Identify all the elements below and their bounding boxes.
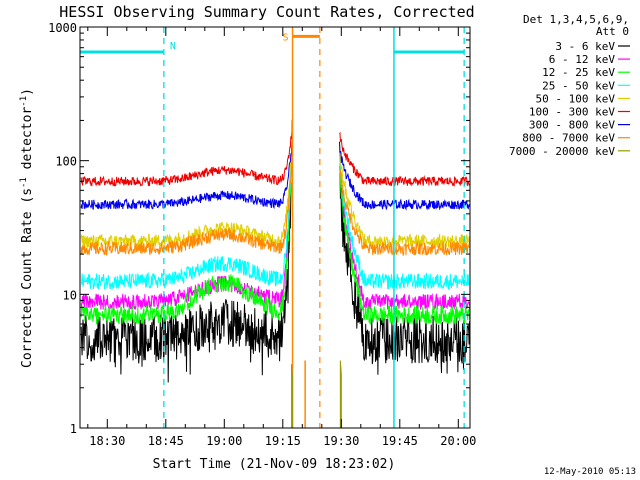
series-line (80, 149, 471, 257)
series-line (80, 136, 471, 325)
y-tick-label: 10 (63, 288, 77, 302)
plot-frame (79, 26, 471, 429)
chart-title: HESSI Observing Summary Count Rates, Cor… (59, 3, 474, 21)
legend-label: 3 - 6 keV (555, 40, 615, 53)
x-tick-label: 20:00 (440, 434, 476, 448)
x-tick-label: 19:00 (206, 434, 242, 448)
legend-label: 6 - 12 keV (549, 53, 616, 66)
x-tick-label: 19:15 (265, 434, 301, 448)
x-axis: 18:30 18:45 19:00 19:15 19:30 19:45 20:00 (87, 27, 476, 448)
series-line (80, 127, 470, 187)
y-tick-label: 100 (55, 155, 77, 169)
series-line (80, 119, 471, 383)
footer-timestamp: 12-May-2010 05:13 (544, 467, 636, 477)
high-energy-spike (291, 364, 294, 428)
y-axis-title: Corrected Count Rate (s-1 detector-1) (19, 88, 35, 368)
plot-area: NS (80, 27, 471, 428)
x-tick-label: 18:30 (89, 434, 125, 448)
legend-label: 100 - 300 keV (529, 106, 615, 119)
y-axis-title-sup1: -1 (19, 177, 29, 188)
x-tick-label: 18:45 (148, 434, 184, 448)
x-axis-title: Start Time (21-Nov-09 18:23:02) (153, 457, 396, 472)
legend-label: 12 - 25 keV (542, 66, 615, 79)
y-axis-title-mid: detector (20, 107, 35, 178)
x-tick-label: 19:45 (382, 434, 418, 448)
y-axis-title-prefix: Corrected Count Rate (s (20, 188, 35, 368)
y-axis-title-sup2: -1 (19, 96, 29, 107)
series-line (81, 143, 470, 290)
legend-label: 800 - 7000 keV (522, 132, 615, 145)
y-tick-label: 1000 (48, 21, 77, 35)
legend-label: 50 - 100 keV (536, 92, 616, 105)
legend-label: 300 - 800 keV (529, 119, 615, 132)
y-axis: 1 10 100 1000 (48, 21, 470, 436)
series-line (80, 141, 471, 211)
series-line (80, 139, 471, 250)
y-axis-title-suffix: ) (20, 88, 35, 96)
legend-label: 25 - 50 keV (542, 79, 615, 92)
legend-label: 7000 - 20000 keV (509, 145, 615, 158)
saa-label: S (283, 32, 289, 43)
legend-header-line-2: Att 0 (596, 25, 629, 38)
night-label: N (170, 41, 176, 52)
y-tick-label: 1 (70, 422, 77, 436)
legend-header-line-1: Det 1,3,4,5,6,9, (523, 13, 629, 26)
x-tick-label: 19:30 (323, 434, 359, 448)
high-energy-spike (339, 360, 342, 428)
